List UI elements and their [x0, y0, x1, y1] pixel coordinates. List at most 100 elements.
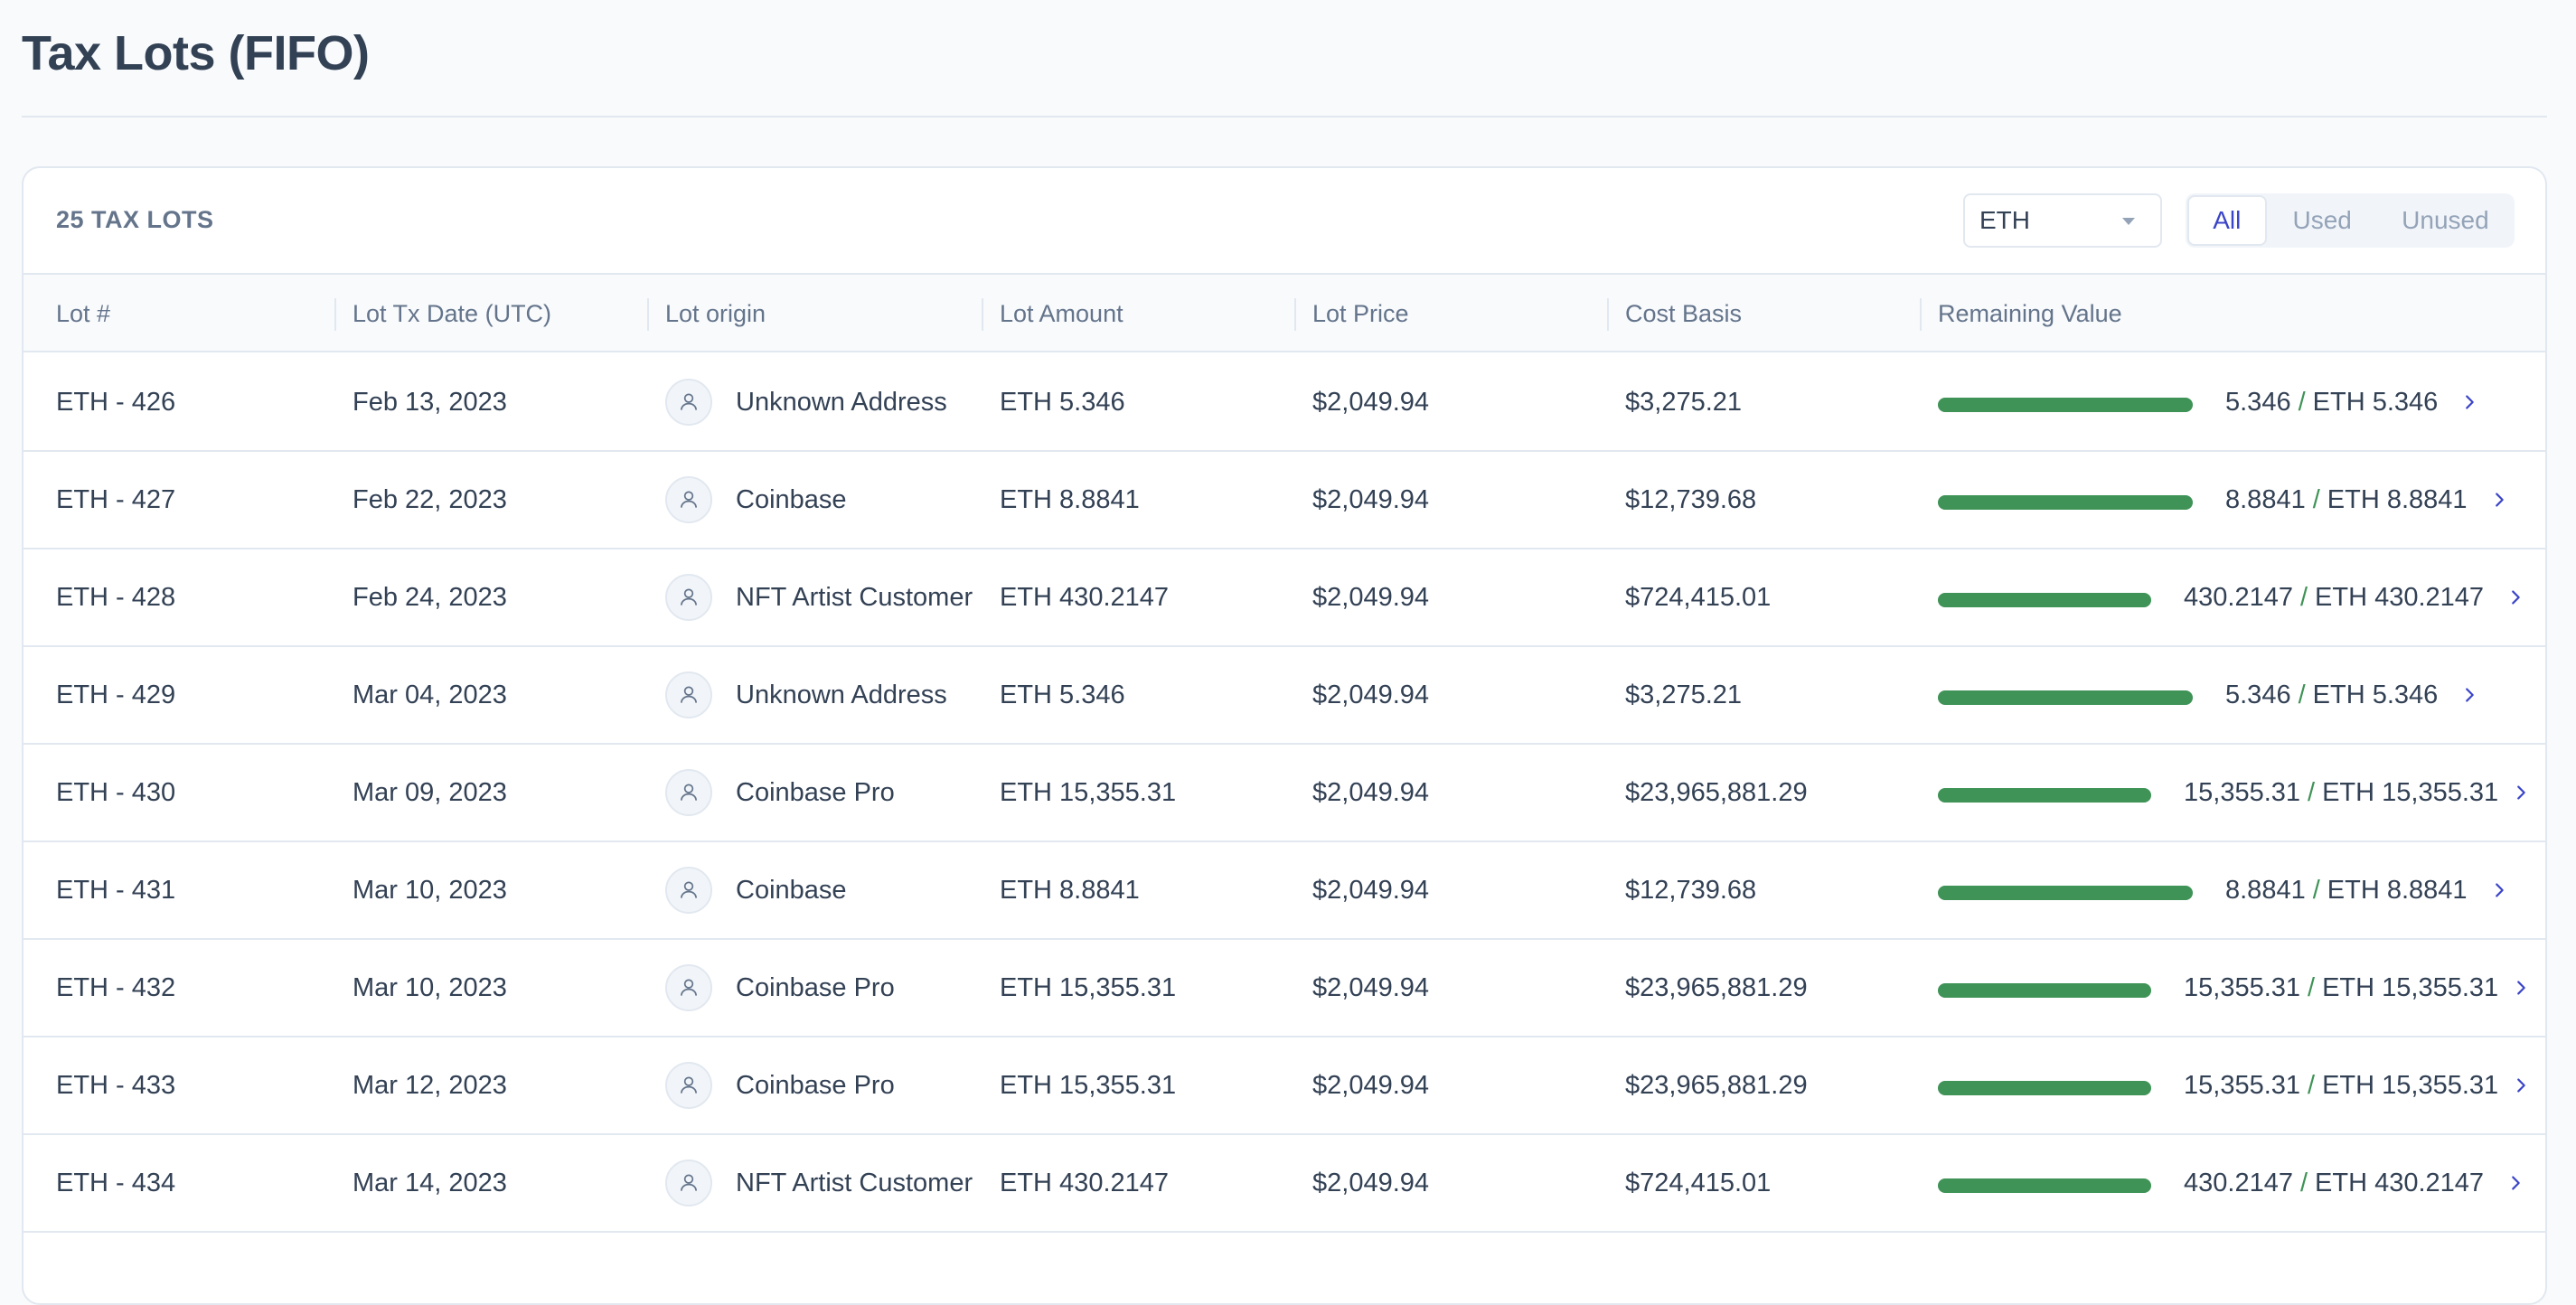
chevron-right-icon[interactable] — [2458, 390, 2481, 414]
column-header-amount[interactable]: Lot Amount — [1000, 299, 1123, 327]
lot-number: ETH - 427 — [56, 484, 176, 514]
chevron-right-icon[interactable] — [2509, 1074, 2533, 1097]
lot-filter-group: All Used Unused — [2186, 193, 2515, 248]
remaining-used: 430.2147 — [2184, 1168, 2293, 1197]
remaining-total: ETH 5.346 — [2312, 387, 2439, 417]
lot-amount: ETH 15,355.31 — [1000, 777, 1177, 807]
remaining-value: 8.8841 / ETH 8.8841 — [2225, 452, 2468, 548]
lot-origin: NFT Artist Customer — [665, 549, 973, 645]
lot-price: $2,049.94 — [1312, 1070, 1430, 1100]
lot-price: $2,049.94 — [1312, 875, 1430, 905]
card-header: 25 TAX LOTS ETH All Used Unused — [24, 168, 2545, 273]
column-header-origin[interactable]: Lot origin — [665, 299, 766, 327]
remaining-total: ETH 15,355.31 — [2322, 777, 2499, 807]
lot-origin: NFT Artist Customer — [665, 1135, 973, 1231]
lot-number: ETH - 432 — [56, 972, 176, 1002]
lot-origin: Unknown Address — [665, 354, 947, 450]
column-divider — [1920, 298, 1922, 331]
remaining-total: ETH 15,355.31 — [2322, 972, 2499, 1002]
remaining-progress-fill — [1938, 1081, 2151, 1095]
lot-origin-label: Coinbase — [736, 875, 847, 905]
remaining-total: ETH 15,355.31 — [2322, 1070, 2499, 1100]
lot-amount: ETH 5.346 — [1000, 387, 1125, 417]
remaining-progress-bar — [1938, 1178, 2151, 1193]
table-row[interactable]: ETH - 434 Mar 14, 2023 NFT Artist Custom… — [24, 1135, 2545, 1233]
lot-date: Feb 22, 2023 — [353, 484, 507, 514]
lot-origin-label: Coinbase Pro — [736, 1070, 895, 1100]
remaining-progress-fill — [1938, 788, 2151, 803]
cost-basis: $724,415.01 — [1625, 1168, 1772, 1197]
chevron-right-icon[interactable] — [2504, 1171, 2527, 1195]
remaining-progress-bar — [1938, 495, 2193, 510]
remaining-value: 430.2147 / ETH 430.2147 — [2184, 549, 2484, 645]
remaining-progress-bar — [1938, 593, 2151, 607]
table-row[interactable]: ETH - 426 Feb 13, 2023 Unknown Address E… — [24, 354, 2545, 452]
lot-number: ETH - 434 — [56, 1168, 176, 1197]
lot-origin: Unknown Address — [665, 647, 947, 743]
column-header-remaining[interactable]: Remaining Value — [1938, 299, 2122, 327]
lot-amount: ETH 5.346 — [1000, 680, 1125, 709]
lot-origin: Coinbase — [665, 452, 847, 548]
column-divider — [647, 298, 649, 331]
lot-price: $2,049.94 — [1312, 972, 1430, 1002]
lot-amount: ETH 430.2147 — [1000, 1168, 1170, 1197]
filter-unused-button[interactable]: Unused — [2402, 206, 2489, 234]
tax-lots-card: 25 TAX LOTS ETH All Used Unused Lot # Lo… — [22, 166, 2547, 1305]
chevron-right-icon[interactable] — [2487, 878, 2511, 902]
lot-date: Mar 10, 2023 — [353, 972, 507, 1002]
table-row[interactable]: ETH - 430 Mar 09, 2023 Coinbase Pro ETH … — [24, 745, 2545, 842]
chevron-right-icon[interactable] — [2504, 586, 2527, 609]
column-header-cost[interactable]: Cost Basis — [1625, 299, 1743, 327]
remaining-total: ETH 5.346 — [2312, 680, 2439, 709]
cost-basis: $23,965,881.29 — [1625, 777, 1808, 807]
remaining-progress-fill — [1938, 983, 2151, 998]
remaining-progress-bar — [1938, 788, 2151, 803]
remaining-progress-bar — [1938, 690, 2193, 705]
remaining-separator: / — [2308, 972, 2316, 1002]
asset-select[interactable]: ETH — [1963, 193, 2162, 248]
remaining-value: 8.8841 / ETH 8.8841 — [2225, 842, 2468, 938]
chevron-right-icon[interactable] — [2509, 781, 2533, 804]
lot-origin-label: NFT Artist Customer — [736, 1168, 973, 1197]
remaining-used: 8.8841 — [2225, 875, 2306, 905]
table-row[interactable]: ETH - 429 Mar 04, 2023 Unknown Address E… — [24, 647, 2545, 745]
lot-price: $2,049.94 — [1312, 680, 1430, 709]
remaining-used: 8.8841 — [2225, 484, 2306, 514]
remaining-progress-fill — [1938, 593, 2151, 607]
lot-date: Mar 12, 2023 — [353, 1070, 507, 1100]
table-row[interactable]: ETH - 432 Mar 10, 2023 Coinbase Pro ETH … — [24, 940, 2545, 1037]
lot-origin: Coinbase Pro — [665, 940, 895, 1036]
filter-all-button[interactable]: All — [2187, 195, 2267, 246]
remaining-used: 15,355.31 — [2184, 972, 2301, 1002]
cost-basis: $12,739.68 — [1625, 484, 1757, 514]
column-header-lot[interactable]: Lot # — [56, 299, 111, 327]
column-divider — [1294, 298, 1296, 331]
remaining-value: 15,355.31 / ETH 15,355.31 — [2184, 745, 2498, 840]
cost-basis: $3,275.21 — [1625, 387, 1743, 417]
remaining-value: 430.2147 / ETH 430.2147 — [2184, 1135, 2484, 1231]
chevron-right-icon[interactable] — [2509, 976, 2533, 1000]
table-row[interactable]: ETH - 427 Feb 22, 2023 Coinbase ETH 8.88… — [24, 452, 2545, 549]
lot-price: $2,049.94 — [1312, 1168, 1430, 1197]
remaining-separator: / — [2308, 777, 2316, 807]
remaining-separator: / — [2299, 582, 2308, 612]
filter-used-button[interactable]: Used — [2292, 206, 2352, 234]
lot-origin-label: Coinbase Pro — [736, 777, 895, 807]
remaining-progress-fill — [1938, 886, 2193, 900]
tax-lots-count: 25 TAX LOTS — [56, 206, 214, 233]
table-row[interactable]: ETH - 431 Mar 10, 2023 Coinbase ETH 8.88… — [24, 842, 2545, 940]
lot-origin-label: Unknown Address — [736, 680, 947, 709]
column-header-date[interactable]: Lot Tx Date (UTC) — [353, 299, 552, 327]
table-row[interactable]: ETH - 428 Feb 24, 2023 NFT Artist Custom… — [24, 549, 2545, 647]
lot-date: Mar 04, 2023 — [353, 680, 507, 709]
chevron-right-icon[interactable] — [2487, 488, 2511, 512]
remaining-total: ETH 8.8841 — [2327, 875, 2468, 905]
lot-number: ETH - 430 — [56, 777, 176, 807]
user-icon — [665, 574, 712, 621]
remaining-total: ETH 8.8841 — [2327, 484, 2468, 514]
table-row[interactable]: ETH - 433 Mar 12, 2023 Coinbase Pro ETH … — [24, 1037, 2545, 1135]
column-header-price[interactable]: Lot Price — [1312, 299, 1409, 327]
chevron-right-icon[interactable] — [2458, 683, 2481, 707]
user-icon — [665, 379, 712, 426]
remaining-total: ETH 430.2147 — [2315, 1168, 2485, 1197]
